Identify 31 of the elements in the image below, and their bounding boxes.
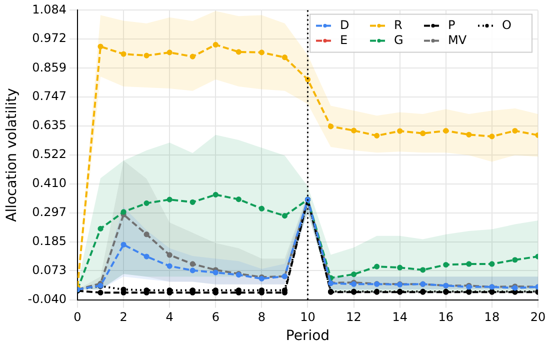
y-tick-label: 0.297 bbox=[32, 205, 66, 220]
y-tick-label: 0.635 bbox=[32, 118, 66, 132]
x-tick-label: 10 bbox=[300, 310, 316, 324]
y-tick-label: 0.859 bbox=[32, 60, 66, 74]
y-tick-label: -0.040 bbox=[28, 292, 66, 306]
legend-label: P bbox=[448, 18, 456, 32]
y-tick-label: 0.073 bbox=[32, 262, 66, 277]
x-tick-label: 4 bbox=[166, 310, 174, 324]
x-tick-label: 12 bbox=[346, 310, 362, 324]
x-tick-label: 16 bbox=[438, 310, 454, 324]
y-tick-label: 0.972 bbox=[32, 31, 66, 46]
y-tick-label: 0.185 bbox=[32, 234, 66, 248]
x-tick-label: 20 bbox=[530, 310, 546, 324]
legend-label: O bbox=[502, 18, 512, 32]
x-tick-label: 8 bbox=[258, 310, 266, 324]
x-tick-label: 18 bbox=[484, 310, 500, 324]
x-tick-label: 0 bbox=[74, 310, 82, 324]
legend-label: E bbox=[340, 32, 348, 47]
legend-label: G bbox=[394, 32, 404, 47]
x-tick-label: 14 bbox=[392, 310, 408, 324]
y-tick-label: 0.747 bbox=[32, 89, 66, 104]
y-tick-label: 0.522 bbox=[32, 147, 66, 162]
x-tick-label: 2 bbox=[120, 310, 128, 324]
legend-label: R bbox=[394, 18, 402, 32]
legend-label: D bbox=[340, 18, 350, 32]
y-tick-label: 1.084 bbox=[32, 2, 66, 16]
y-tick-label: 0.410 bbox=[32, 176, 66, 190]
legend-label: MV bbox=[448, 32, 468, 47]
x-tick-label: 6 bbox=[212, 310, 220, 324]
y-axis-title: Allocation volatility bbox=[4, 88, 20, 222]
x-axis-title: Period bbox=[286, 328, 330, 344]
